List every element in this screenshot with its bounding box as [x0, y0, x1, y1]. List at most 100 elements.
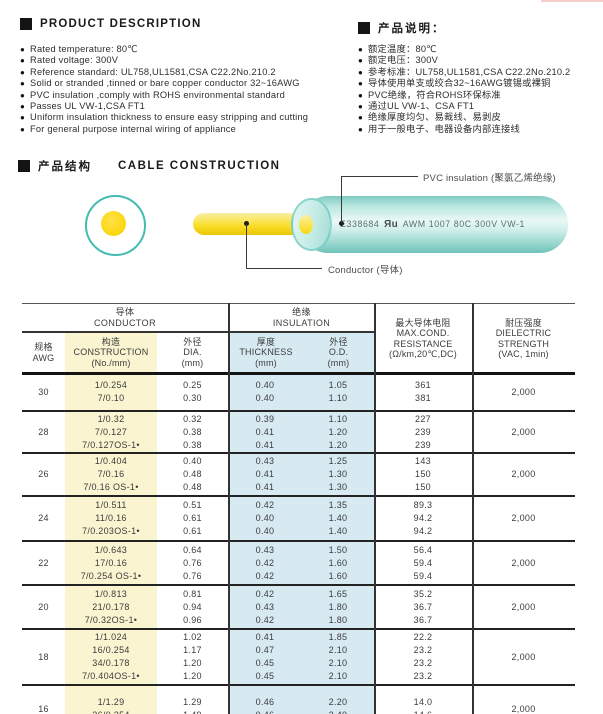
cell-resistance: 361 381 — [374, 374, 472, 410]
bullet-icon: ● — [358, 113, 364, 123]
cell-value: 0.48 — [183, 482, 202, 492]
bullet-item: ● Solid or stranded ,tinned or bare coppe… — [20, 78, 345, 89]
cell-dielectric: 2,000 — [472, 454, 575, 495]
bullet-icon: ● — [20, 90, 26, 100]
cell-value: 0.81 — [183, 588, 202, 599]
cell-thickness: 0.46 0.46 — [228, 686, 302, 714]
cable-construction-title-en: CABLE CONSTRUCTION — [118, 160, 281, 172]
cell-value: 2,000 — [511, 513, 536, 523]
cell-value: 7/0.254 OS-1• — [80, 570, 142, 581]
cell-value: 22.2 — [413, 632, 433, 642]
cable-construction-title-cn: 产品结构 — [38, 161, 92, 173]
bullet-item: ● For general purpose internal wiring of … — [20, 124, 345, 135]
cell-value: 0.43 — [255, 601, 275, 612]
cell-dielectric: 2,000 — [472, 374, 575, 410]
cell-value: 0.41 — [255, 439, 275, 450]
cell-value: 0.76 — [183, 557, 202, 568]
group-insulation-en: INSULATION — [272, 318, 331, 328]
cell-resistance: 35.2 36.7 36.7 — [374, 586, 472, 628]
cell-value: 1.10 — [328, 413, 348, 424]
cell-value: 1.80 — [328, 614, 348, 625]
bullet-icon: ● — [358, 124, 364, 134]
cell-dielectric: 2,000 — [472, 586, 575, 628]
cell-resistance: 143 150 150 — [374, 454, 472, 495]
cell-value: 7/0.203OS-1• — [82, 526, 140, 536]
cell-dielectric: 2,000 — [472, 686, 575, 714]
group-header-rule — [22, 331, 374, 333]
bullet-text: For general purpose internal wiring of a… — [30, 123, 237, 134]
cell-value: 0.47 — [255, 645, 275, 655]
bullet-icon: ● — [20, 124, 26, 134]
cable-construction-heading: 产品结构 CABLE CONSTRUCTION — [18, 158, 280, 174]
cell-construction: 1/1.024 16/0.254 34/0.178 7/0.404OS-1• — [65, 630, 157, 684]
cell-value: 0.42 — [255, 500, 275, 510]
cell-dielectric: 2,000 — [472, 542, 575, 584]
cell-value: 1.25 — [328, 456, 348, 466]
cell-value: 0.38 — [183, 426, 202, 437]
cell-resistance: 89.3 94.2 94.2 — [374, 497, 472, 540]
insulation-column-band — [229, 331, 374, 714]
conductor-callout-dot — [244, 221, 249, 226]
cell-value: 1.40 — [328, 513, 348, 523]
cross-section-conductor — [101, 211, 126, 236]
cell-dielectric: 2,000 — [472, 497, 575, 540]
cell-value: 56.4 — [413, 544, 433, 555]
cell-awg: 30 — [22, 374, 65, 410]
bullet-item: ● 用于一般电子、电器设备内部连接线 — [358, 124, 598, 135]
conductor-label: Conductor (导体) — [328, 265, 403, 276]
cell-awg: 22 — [22, 542, 65, 584]
cell-value: 18 — [38, 651, 49, 662]
cell-value: 20 — [38, 601, 49, 612]
cell-value: 1.29 — [183, 697, 202, 707]
cell-value: 89.3 — [413, 500, 433, 510]
bullet-icon: ● — [358, 90, 364, 100]
cell-value: 1.49 — [183, 709, 202, 714]
cell-value: 2.10 — [328, 645, 348, 655]
cell-value: 1.85 — [328, 632, 348, 642]
cell-value: 2,000 — [511, 601, 536, 612]
table-row-awg-28: 28 1/0.32 7/0.127 7/0.127OS-1• 0.32 0.38 0.38 0… — [22, 412, 575, 454]
cell-value: 1.65 — [328, 588, 348, 599]
conductor-callout-line-v — [246, 224, 247, 268]
cell-value: 239 — [415, 439, 431, 450]
bullet-text: 通过UL VW-1、CSA FT1 — [368, 100, 475, 111]
cell-value: 2,000 — [511, 703, 536, 714]
bullet-item: ● 通过UL VW-1、CSA FT1 — [358, 101, 598, 112]
cable-end-conductor — [299, 215, 313, 234]
cell-od: 1.85 2.10 2.10 2.10 — [302, 630, 374, 684]
col-header-od: 外径 O.D. (mm) — [327, 336, 350, 368]
group-conductor-en: CONDUCTOR — [94, 318, 156, 328]
col-header-dielectric: 耐压强度 DIELECTRIC STRENGTH (VAC, 1min) — [495, 317, 552, 360]
product-notes-list: ● 额定温度：80℃ ● 额定电压：300V ● 参考标准：UL758,UL1581,CS… — [358, 44, 598, 135]
cell-value: 0.61 — [183, 513, 202, 523]
cell-dia: 0.32 0.38 0.38 — [157, 412, 228, 452]
cell-value: 0.41 — [255, 426, 275, 437]
cell-thickness: 0.43 0.41 0.41 — [228, 454, 302, 495]
cell-value: 22 — [38, 557, 49, 568]
section-square-icon — [358, 22, 370, 34]
table-top-rule — [22, 303, 575, 304]
bullet-text: 导体使用单支或绞合32~16AWG镀锡或裸铜 — [368, 78, 551, 89]
cell-value: 1/0.32 — [97, 413, 125, 424]
bullet-text: Rated voltage: 300V — [30, 55, 119, 66]
cell-value: 0.41 — [255, 632, 275, 642]
cell-value: 1.20 — [183, 658, 202, 668]
cell-value: 361 — [415, 380, 431, 390]
cell-thickness: 0.42 0.43 0.42 — [228, 586, 302, 628]
table-row-awg-20: 20 1/0.813 21/0.178 7/0.32OS-1• 0.81 0.94 0.96… — [22, 586, 575, 630]
cell-value: 2.40 — [329, 709, 348, 714]
cell-value: 1.17 — [183, 645, 202, 655]
cell-value: 23.2 — [413, 645, 433, 655]
product-description-list: ● Rated temperature: 80℃ ● Rated voltage: 3… — [20, 44, 345, 135]
cell-value: 0.40 — [255, 526, 275, 536]
cell-value: 1.60 — [328, 570, 348, 581]
cell-value: 7/0.404OS-1• — [82, 671, 140, 681]
cell-value: 0.30 — [183, 393, 202, 403]
cell-value: 7/0.16 — [97, 469, 125, 479]
insulation-callout-line-v — [341, 176, 342, 223]
cell-value: 0.76 — [183, 570, 202, 581]
cell-od: 1.65 1.80 1.80 — [302, 586, 374, 628]
cell-od: 2.20 2.40 — [302, 686, 374, 714]
header-bottom-rule — [22, 372, 575, 375]
